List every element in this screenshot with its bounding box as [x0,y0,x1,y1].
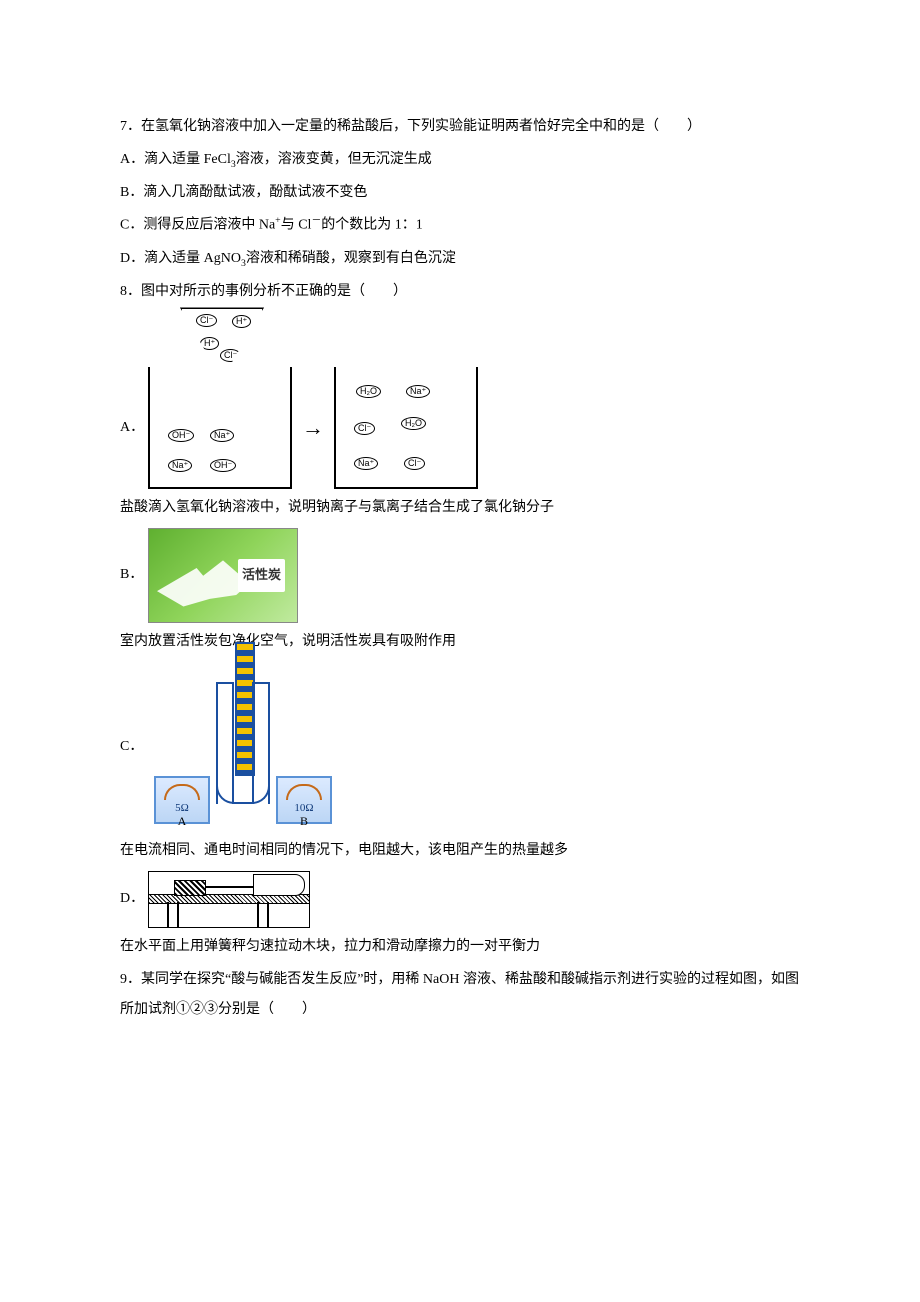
label: D． [120,251,144,266]
label: C． [120,732,144,763]
q7-option-c: C．测得反应后溶液中 Na+与 Cl－的个数比为 1：1 [120,210,800,241]
q8-option-b: B． 活性炭 [120,528,800,623]
coil-icon [164,784,200,800]
figure-c-resistor-heat: 5Ω A 10Ω B [148,662,338,832]
q9-stem: 9．某同学在探究“酸与碱能否发生反应”时，用稀 NaOH 溶液、稀盐酸和酸碱指示… [120,965,800,1027]
beaker-right: H₂O Na⁺ Cl⁻ H₂O Na⁺ Cl⁻ [334,367,478,489]
ion-label: Na⁺ [168,459,192,472]
ion-label: OH⁻ [210,459,236,472]
resistor-box-a: 5Ω A [154,776,210,824]
text: 滴入适量 FeCl [144,152,231,167]
ion-label: Na⁺ [406,385,430,398]
ion-label: Cl⁻ [196,314,217,327]
label: D． [120,884,144,915]
funnel: Cl⁻H⁺H⁺Cl⁻ [180,307,264,379]
ion-label: H⁺ [200,337,219,350]
coil-icon [286,784,322,800]
ion-label: Na⁺ [354,457,378,470]
q8-option-b-caption: 室内放置活性炭包净化空气，说明活性炭具有吸附作用 [120,627,800,658]
ion-label: Cl⁻ [354,422,375,435]
sup: － [311,215,321,226]
q8-option-d: D． [120,871,800,928]
q7-option-d: D．滴入适量 AgNO3溶液和稀硝酸，观察到有白色沉淀 [120,244,800,275]
q8-option-a: A． Cl⁻H⁺H⁺Cl⁻ OH⁻Na⁺Na⁺OH⁻ → H₂ONa⁺Cl⁻H₂… [120,367,800,489]
ion-label: Cl⁻ [220,349,241,362]
figure-a-reaction: Cl⁻H⁺H⁺Cl⁻ OH⁻Na⁺Na⁺OH⁻ → H₂ONa⁺Cl⁻H₂ONa… [148,367,478,489]
label: B． [120,185,143,200]
q8-stem: 8．图中对所示的事例分析不正确的是（ ） [120,277,800,308]
page-content: 7．在氢氧化钠溶液中加入一定量的稀盐酸后，下列实验能证明两者恰好完全中和的是（ … [0,0,920,1088]
ion-label: Cl⁻ [404,457,425,470]
label: B． [120,560,144,591]
text: 溶液，溶液变黄，但无沉淀生成 [236,152,432,167]
q7-option-b: B．滴入几滴酚酞试液，酚酞试液不变色 [120,178,800,209]
figure-b-charcoal-box: 活性炭 [148,528,298,623]
q8-option-d-caption: 在水平面上用弹簧秤匀速拉动木块，拉力和滑动摩擦力的一对平衡力 [120,932,800,963]
figure-d-spring-block [148,871,310,928]
q8-option-c-caption: 在电流相同、通电时间相同的情况下，电阻越大，该电阻产生的热量越多 [120,836,800,867]
text: 滴入几滴酚酞试液，酚酞试液不变色 [143,185,367,200]
q8-option-c: C． 5Ω A 10Ω B [120,662,800,832]
text: 滴入适量 AgNO [144,251,241,266]
label: A． [120,152,144,167]
text: 与 Cl [281,218,312,233]
ion-label: Na⁺ [210,429,234,442]
spring-scale [205,886,255,888]
label: A． [120,413,144,444]
u-tube [216,662,270,802]
box-label: A [156,808,208,834]
text: 测得反应后溶液中 Na [143,218,275,233]
arrow-icon: → [302,404,324,452]
ion-label: OH⁻ [168,429,194,442]
text: 溶液和稀硝酸，观察到有白色沉淀 [246,251,456,266]
ion-label: H₂O [401,417,426,430]
label: C． [120,218,143,233]
q7-stem: 7．在氢氧化钠溶液中加入一定量的稀盐酸后，下列实验能证明两者恰好完全中和的是（ … [120,112,800,143]
table-leg [257,902,269,927]
box-label: B [278,808,330,834]
wood-block [174,880,206,896]
text: 的个数比为 1：1 [321,218,423,233]
box-label: 活性炭 [238,559,285,592]
resistor-box-b: 10Ω B [276,776,332,824]
table-leg [167,902,179,927]
q8-option-a-caption: 盐酸滴入氢氧化钠溶液中，说明钠离子与氯离子结合生成了氯化钠分子 [120,493,800,524]
ion-label: H⁺ [232,315,251,328]
beaker-left: Cl⁻H⁺H⁺Cl⁻ OH⁻Na⁺Na⁺OH⁻ [148,367,292,489]
ion-label: H₂O [356,385,381,398]
q7-option-a: A．滴入适量 FeCl3溶液，溶液变黄，但无沉淀生成 [120,145,800,176]
hand-icon [253,874,305,896]
